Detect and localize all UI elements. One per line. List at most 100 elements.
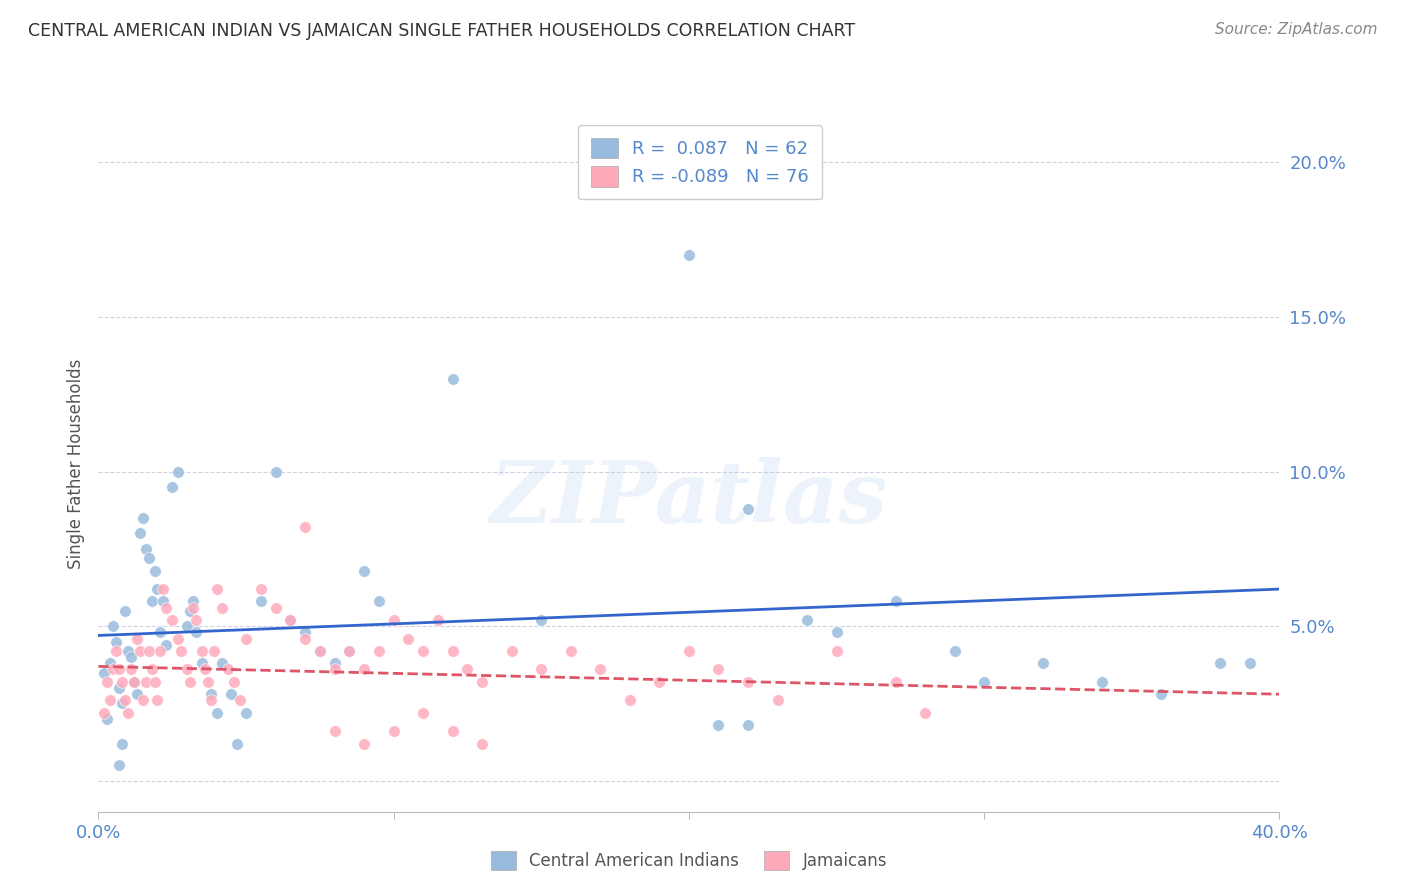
Point (138, 551, 160, 566)
Point (143, 564, 166, 578)
Point (737, 718, 759, 732)
Point (141, 663, 163, 677)
Point (128, 644, 150, 658)
Point (382, 613, 405, 627)
Point (278, 613, 302, 627)
Point (530, 613, 553, 627)
Point (132, 511, 155, 525)
Point (737, 674, 759, 689)
Point (103, 663, 125, 677)
Point (884, 594, 907, 608)
Point (194, 663, 217, 677)
Point (441, 372, 464, 386)
Point (197, 674, 219, 689)
Point (309, 644, 332, 658)
Point (235, 706, 257, 720)
Point (224, 674, 246, 689)
Point (441, 644, 464, 658)
Point (108, 758, 131, 772)
Point (103, 619, 125, 633)
Point (589, 663, 612, 677)
Text: ZIPatlas: ZIPatlas (489, 457, 889, 541)
Point (250, 582, 273, 596)
Point (884, 674, 907, 689)
Point (155, 638, 177, 652)
Point (191, 657, 214, 671)
Point (560, 644, 582, 658)
Point (229, 693, 252, 707)
Point (278, 613, 302, 627)
Point (427, 613, 450, 627)
Point (294, 625, 316, 640)
Point (737, 501, 759, 516)
Point (143, 674, 166, 689)
Point (323, 663, 346, 677)
Point (93, 706, 115, 720)
Point (219, 687, 242, 701)
Point (114, 693, 136, 707)
Point (294, 520, 316, 534)
Point (294, 632, 316, 646)
Point (353, 564, 375, 578)
Point (108, 681, 131, 695)
Point (152, 594, 174, 608)
Point (191, 644, 214, 658)
Point (120, 663, 142, 677)
Point (96, 674, 118, 689)
Point (114, 604, 136, 618)
Point (796, 613, 818, 627)
Point (146, 693, 169, 707)
Point (184, 613, 207, 627)
Point (264, 600, 287, 615)
Point (146, 582, 169, 596)
Point (471, 674, 494, 689)
Point (181, 600, 204, 615)
Point (412, 644, 434, 658)
Point (155, 600, 177, 615)
Point (211, 600, 233, 615)
Point (530, 663, 553, 677)
Point (135, 674, 157, 689)
Point (181, 594, 204, 608)
Point (353, 737, 375, 751)
Point (125, 632, 148, 646)
Point (105, 644, 128, 658)
Point (441, 724, 464, 739)
Point (943, 644, 966, 658)
Point (179, 604, 201, 618)
Point (117, 644, 139, 658)
Point (111, 674, 134, 689)
Point (353, 663, 375, 677)
Point (309, 644, 332, 658)
Point (125, 687, 148, 701)
Point (162, 480, 183, 494)
Y-axis label: Single Father Households: Single Father Households (66, 359, 84, 569)
Point (122, 674, 145, 689)
Point (176, 619, 198, 633)
Point (141, 594, 163, 608)
Point (179, 674, 201, 689)
Legend: Central American Indians, Jamaicans: Central American Indians, Jamaicans (478, 838, 900, 883)
Point (1032, 657, 1054, 671)
Point (117, 706, 139, 720)
Point (167, 632, 190, 646)
Point (323, 724, 346, 739)
Point (205, 706, 228, 720)
Point (122, 674, 145, 689)
Point (323, 657, 346, 671)
Point (217, 663, 239, 677)
Point (368, 594, 391, 608)
Point (98, 657, 121, 671)
Point (202, 644, 225, 658)
Point (825, 625, 848, 640)
Point (93, 665, 115, 680)
Point (205, 582, 228, 596)
Point (914, 706, 936, 720)
Point (138, 644, 160, 658)
Point (250, 594, 273, 608)
Point (200, 693, 222, 707)
Point (167, 465, 190, 479)
Point (120, 650, 142, 665)
Point (412, 706, 434, 720)
Point (149, 644, 172, 658)
